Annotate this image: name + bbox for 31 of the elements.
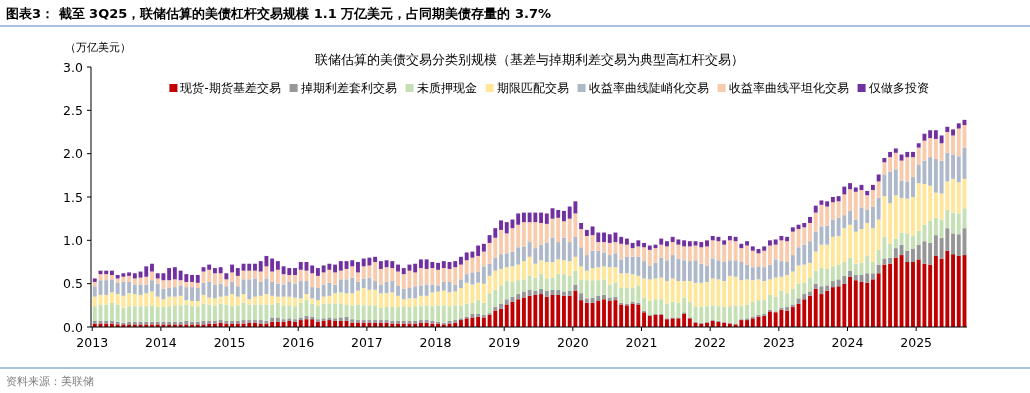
text: 资料来源：美联储 (6, 375, 94, 388)
y-tick-label: 3.0 (63, 59, 84, 75)
x-tick-label: 2025 (900, 335, 933, 350)
y-tick-label: 1.5 (63, 189, 83, 205)
x-tick-label: 2018 (419, 335, 452, 350)
legend-label: 未质押现金 (416, 81, 477, 95)
y-tick-label: 2.5 (63, 102, 83, 118)
y-tick-label: 0.5 (63, 276, 83, 292)
x-tick-label: 2013 (76, 335, 109, 350)
legend-label: 现货-期货基差交易 (180, 81, 281, 95)
x-tick-label: 2016 (282, 335, 315, 350)
legend-label: 收益率曲线陡峭化交易 (588, 81, 709, 95)
x-tick-label: 2014 (144, 335, 177, 350)
y-axis-title: （万亿美元） (65, 41, 131, 54)
legend-label: 期限匹配交易 (496, 81, 569, 95)
chart-title: 图表3： 截至 3Q25，联储估算的美债杠杆交易规模 1.1 万亿美元，占同期美债存量的 3.7% (6, 6, 551, 21)
y-tick-label: 0.0 (63, 319, 84, 335)
y-tick-label: 1.0 (63, 232, 84, 248)
x-tick-label: 2022 (694, 335, 727, 350)
chart-subtitle: 联储估算的美债交易分类别规模（基差与掉期利差交易为典型高杠杆交易） (314, 52, 744, 67)
x-tick-label: 2017 (350, 335, 383, 350)
x-tick-label: 2020 (556, 335, 589, 350)
x-tick-label: 2023 (762, 335, 795, 350)
legend-label: 收益率曲线平坦化交易 (728, 81, 849, 95)
legend-label: 掉期利差套利交易 (300, 81, 397, 95)
x-tick-label: 2015 (213, 335, 246, 350)
x-tick-label: 2021 (625, 335, 658, 350)
x-tick-label: 2024 (831, 335, 864, 350)
y-tick-label: 2.0 (63, 146, 84, 162)
x-tick-label: 2019 (488, 335, 521, 350)
legend-label: 仅做多投资 (868, 81, 929, 95)
